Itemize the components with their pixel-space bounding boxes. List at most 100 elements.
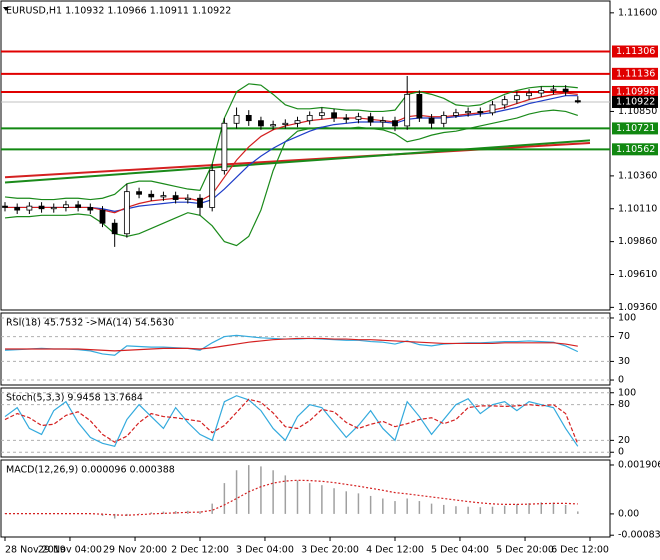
- panel-title: MACD(12,26,9) 0.000096 0.000388: [6, 465, 175, 476]
- indicator-line: [4, 83, 578, 201]
- level-box: [612, 85, 658, 98]
- y-tick-label: -0.00083: [618, 530, 660, 541]
- indicator-line: [4, 395, 579, 447]
- y-tick-label: 0: [618, 375, 624, 386]
- y-tick-label: 70: [618, 331, 630, 342]
- candle-body: [477, 111, 484, 114]
- candle-body: [574, 100, 581, 103]
- candle-body: [221, 122, 228, 172]
- candle-body: [355, 116, 362, 120]
- candle-body: [87, 207, 94, 211]
- indicator-line: [5, 95, 578, 212]
- candle-body: [38, 205, 45, 210]
- candle-body: [428, 117, 435, 124]
- indicator-line: [4, 398, 579, 445]
- candle-body: [99, 209, 106, 224]
- candle-body: [245, 114, 252, 122]
- y-tick-label: 100: [618, 312, 636, 323]
- candle-body: [343, 117, 350, 120]
- panel-frame: [0, 387, 611, 458]
- candle-body: [197, 197, 203, 208]
- candle-body: [306, 114, 313, 122]
- candle-body: [538, 90, 545, 94]
- candle-body: [562, 88, 569, 93]
- x-tick-label: 3 Dec 20:00: [301, 545, 359, 556]
- trend-line: [4, 139, 591, 184]
- level-label: 1.10998: [616, 86, 655, 97]
- panel-title: EURUSD,H1 1.10932 1.10966 1.10911 1.1092…: [6, 6, 231, 17]
- y-tick-label: 0.001906: [618, 459, 660, 470]
- candle-body: [75, 204, 82, 208]
- x-tick-label: 6 Dec 12:00: [551, 545, 609, 556]
- panel-title: RSI(18) 45.7532 ->MA(14) 54.5630: [6, 318, 174, 329]
- x-tick-label: 29 Nov 20:00: [103, 545, 167, 556]
- level-label: 1.10922: [616, 96, 655, 107]
- level-box: [612, 67, 658, 80]
- candle-body: [111, 222, 118, 235]
- candle-body: [392, 120, 398, 127]
- x-tick-label: 28 Nov 2019: [5, 545, 66, 556]
- panel-title: Stoch(5,3,3) 9.9458 13.7684: [6, 393, 143, 404]
- y-tick-label: 0.00: [618, 508, 639, 519]
- candle-body: [50, 207, 57, 210]
- level-box: [612, 122, 658, 135]
- candle-body: [379, 120, 386, 123]
- level-box: [612, 45, 658, 58]
- y-tick-label: 1.10850: [618, 106, 657, 117]
- candle-body: [294, 120, 301, 124]
- candle-body: [416, 93, 423, 119]
- candle-body: [282, 122, 289, 125]
- candle-body: [2, 205, 8, 208]
- candle-body: [489, 104, 496, 114]
- candle-body: [148, 193, 155, 198]
- candle-body: [14, 207, 21, 211]
- x-tick-label: 29 Nov 04:00: [38, 545, 102, 556]
- candle-body: [26, 205, 33, 211]
- candle-body: [184, 197, 191, 200]
- candle-body: [318, 112, 325, 116]
- y-tick-label: 20: [618, 435, 630, 446]
- menu-arrow: [3, 7, 9, 11]
- panel-frame: [0, 312, 611, 386]
- level-label: 1.11136: [616, 68, 655, 79]
- y-tick-label: 1.10110: [618, 203, 657, 214]
- candle-body: [270, 124, 277, 127]
- candle-body: [123, 191, 130, 235]
- candle-body: [501, 99, 508, 106]
- candle-body: [258, 120, 264, 127]
- candle-body: [160, 195, 167, 198]
- y-tick-label: 1.10360: [618, 170, 657, 181]
- candle-body: [550, 88, 557, 91]
- candle-body: [526, 92, 532, 97]
- y-tick-label: 1.09610: [618, 269, 657, 280]
- x-tick-label: 4 Dec 12:00: [366, 545, 424, 556]
- y-tick-label: 1.11600: [618, 7, 657, 18]
- candle-body: [172, 195, 179, 200]
- indicator-line: [5, 337, 578, 352]
- candle-body: [367, 116, 374, 123]
- level-label: 1.11306: [616, 46, 655, 57]
- candle-body: [233, 114, 240, 124]
- y-tick-label: 1.09860: [618, 236, 657, 247]
- level-box: [612, 143, 658, 156]
- y-tick-label: 0: [618, 447, 624, 458]
- level-label: 1.10562: [616, 144, 655, 155]
- candle-body: [513, 95, 520, 101]
- candle-body: [209, 170, 216, 208]
- y-tick-label: 100: [618, 387, 636, 398]
- x-tick-label: 2 Dec 12:00: [171, 545, 229, 556]
- y-tick-label: 1.09360: [618, 302, 657, 313]
- candle-body: [63, 204, 69, 208]
- candle-body: [331, 112, 337, 119]
- level-label: 1.10721: [616, 123, 655, 134]
- x-tick-label: 3 Dec 04:00: [236, 545, 294, 556]
- y-tick-label: 80: [618, 399, 630, 410]
- candle-body: [136, 191, 142, 195]
- panel-frame: [0, 459, 611, 538]
- candle-body: [453, 112, 459, 116]
- indicator-line: [5, 479, 578, 516]
- candle-body: [465, 111, 472, 114]
- x-tick-label: 5 Dec 04:00: [431, 545, 489, 556]
- candle-body: [404, 93, 411, 127]
